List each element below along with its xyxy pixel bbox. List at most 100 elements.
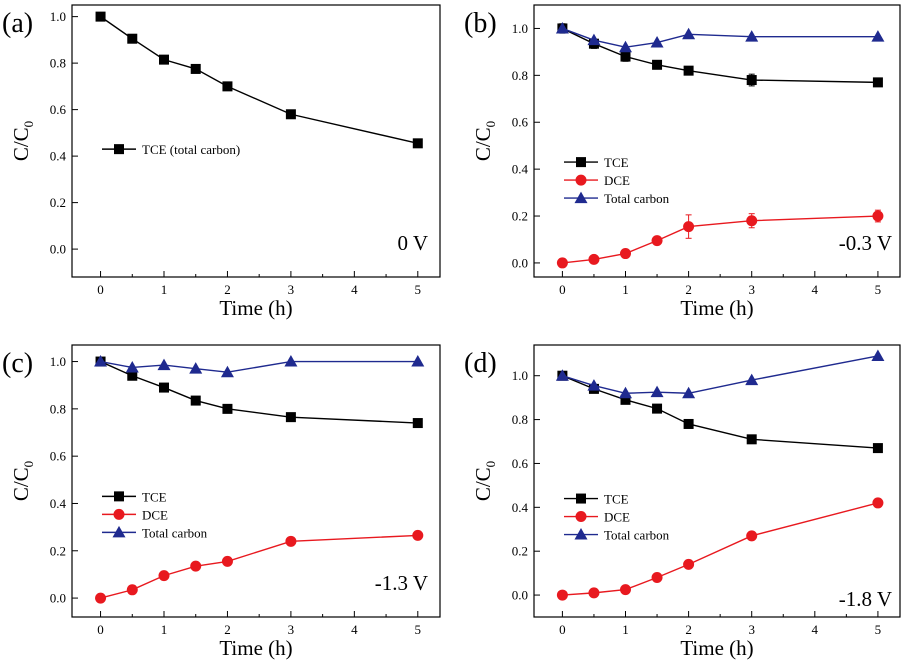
chart-panel-b: 0 1 2 3 4 5 0.0 0.2 0.4 0.6 0.8 1.0 Time (h) C/C0 (b) -…	[464, 4, 901, 320]
x-tick-label: 4	[812, 282, 819, 297]
legend-entry: DCE	[604, 173, 630, 188]
x-axis-label: Time (h)	[680, 296, 753, 320]
data-point	[95, 592, 107, 604]
legend-marker	[574, 191, 588, 204]
y-tick-label: 0.2	[50, 543, 66, 558]
series-total-carbon	[555, 21, 885, 53]
data-point	[683, 558, 695, 570]
x-tick-label: 2	[685, 622, 692, 637]
data-point	[285, 535, 297, 547]
y-tick-label: 0.4	[50, 149, 67, 164]
y-tick-label: 0.6	[512, 115, 529, 130]
data-point	[126, 584, 138, 596]
series-line	[100, 360, 418, 373]
y-tick-label: 0.8	[50, 56, 66, 71]
y-tick-label: 1.0	[50, 354, 66, 369]
x-tick-label: 2	[224, 282, 231, 297]
data-point	[157, 358, 171, 371]
data-point	[159, 54, 169, 65]
data-point	[588, 587, 600, 599]
y-tick-label: 0.4	[512, 500, 529, 515]
data-point	[619, 40, 632, 53]
panel-label: (a)	[2, 8, 33, 39]
y-tick-label: 0.6	[50, 449, 67, 464]
y-tick-label: 0.4	[50, 496, 67, 511]
series-total-carbon	[555, 349, 885, 399]
y-axis-label: C/C0	[9, 121, 36, 161]
x-tick-label: 0	[559, 282, 566, 297]
y-tick-label: 0.0	[512, 255, 528, 270]
voltage-annotation: -1.8 V	[839, 587, 892, 611]
y-tick-label: 0.8	[50, 401, 66, 416]
data-point	[127, 370, 138, 381]
data-point	[650, 36, 664, 48]
y-tick-label: 0.4	[512, 162, 529, 177]
data-point	[555, 21, 569, 34]
data-point	[619, 386, 632, 399]
y-tick-label: 0.0	[512, 588, 528, 603]
y-axis-label: C/C0	[471, 461, 498, 501]
data-point	[285, 109, 296, 120]
data-point	[412, 138, 423, 149]
data-point	[746, 434, 757, 445]
x-tick-label: 4	[351, 622, 358, 637]
data-point	[620, 584, 631, 596]
x-tick-label: 3	[288, 282, 295, 297]
legend-marker	[574, 528, 588, 540]
plot-frame	[71, 344, 441, 618]
chart-panel-c: 0 1 2 3 4 5 0.0 0.2 0.4 0.6 0.8 1.0 Time (h) C/C0 (c) -…	[2, 344, 441, 660]
data-point	[190, 63, 201, 74]
legend-marker	[575, 174, 587, 186]
series-line	[562, 27, 878, 48]
data-point	[159, 382, 169, 393]
y-tick-label: 0.0	[50, 591, 66, 606]
legend-entry: Total carbon	[142, 525, 208, 540]
series-line	[100, 360, 418, 424]
data-point	[650, 385, 664, 398]
panel-label: (d)	[464, 348, 497, 379]
y-tick-label: 0.8	[512, 412, 528, 427]
data-point	[95, 11, 106, 22]
legend-entry: DCE	[142, 507, 168, 522]
x-tick-label: 2	[224, 622, 231, 637]
x-tick-label: 1	[161, 282, 168, 297]
data-point	[683, 418, 694, 429]
legend-entry: Total carbon	[604, 191, 670, 206]
x-tick-label: 5	[415, 622, 422, 637]
y-tick-label: 0.6	[512, 456, 529, 471]
series-line	[562, 215, 878, 264]
y-tick-label: 0.8	[512, 68, 528, 83]
series-dce	[556, 497, 884, 601]
x-tick-label: 0	[97, 282, 104, 297]
data-point	[556, 589, 568, 601]
legend-marker	[114, 491, 124, 502]
data-point	[412, 529, 424, 541]
chart-panel-d: 0 1 2 3 4 5 0.0 0.2 0.4 0.6 0.8 1.0 Time (h) C/C0 (d) -…	[464, 344, 901, 660]
data-point	[556, 257, 568, 269]
voltage-annotation: 0 V	[397, 231, 428, 255]
x-tick-label: 5	[415, 282, 422, 297]
data-point	[683, 65, 694, 76]
x-tick-label: 5	[875, 622, 882, 637]
data-point	[871, 30, 885, 42]
legend-entry: Total carbon	[604, 528, 670, 543]
data-point	[620, 248, 631, 260]
data-point	[189, 362, 203, 374]
plot-frame	[71, 4, 441, 278]
data-point	[872, 77, 883, 88]
x-tick-label: 1	[161, 622, 168, 637]
data-point	[872, 210, 884, 222]
y-tick-label: 0.2	[50, 195, 66, 210]
data-point	[127, 33, 138, 44]
legend: TCE DCE Total carbon	[102, 489, 208, 540]
data-point	[872, 497, 884, 509]
y-tick-label: 1.0	[512, 21, 528, 36]
x-tick-label: 4	[812, 622, 819, 637]
series-tce	[557, 370, 883, 454]
x-tick-label: 0	[97, 622, 104, 637]
data-point	[746, 215, 758, 227]
legend-marker	[114, 144, 124, 155]
data-point	[555, 369, 569, 381]
legend-marker	[576, 493, 586, 504]
